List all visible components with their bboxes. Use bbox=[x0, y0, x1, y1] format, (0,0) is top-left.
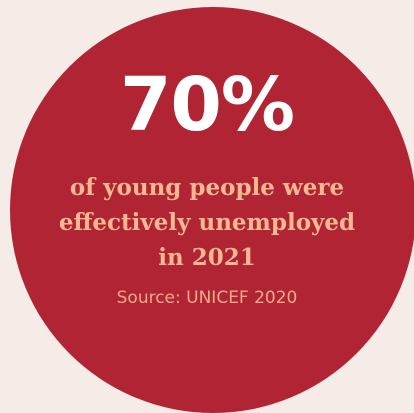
caption-line-3: in 2021 bbox=[158, 244, 256, 271]
stat-value: 70% bbox=[119, 62, 295, 148]
stat-circle bbox=[10, 7, 414, 413]
caption-line-1: of young people were bbox=[69, 174, 345, 201]
source-citation: Source: UNICEF 2020 bbox=[116, 288, 298, 308]
stat-caption: of young people were effectively unemplo… bbox=[20, 170, 394, 275]
caption-line-2: effectively unemployed bbox=[58, 209, 356, 236]
